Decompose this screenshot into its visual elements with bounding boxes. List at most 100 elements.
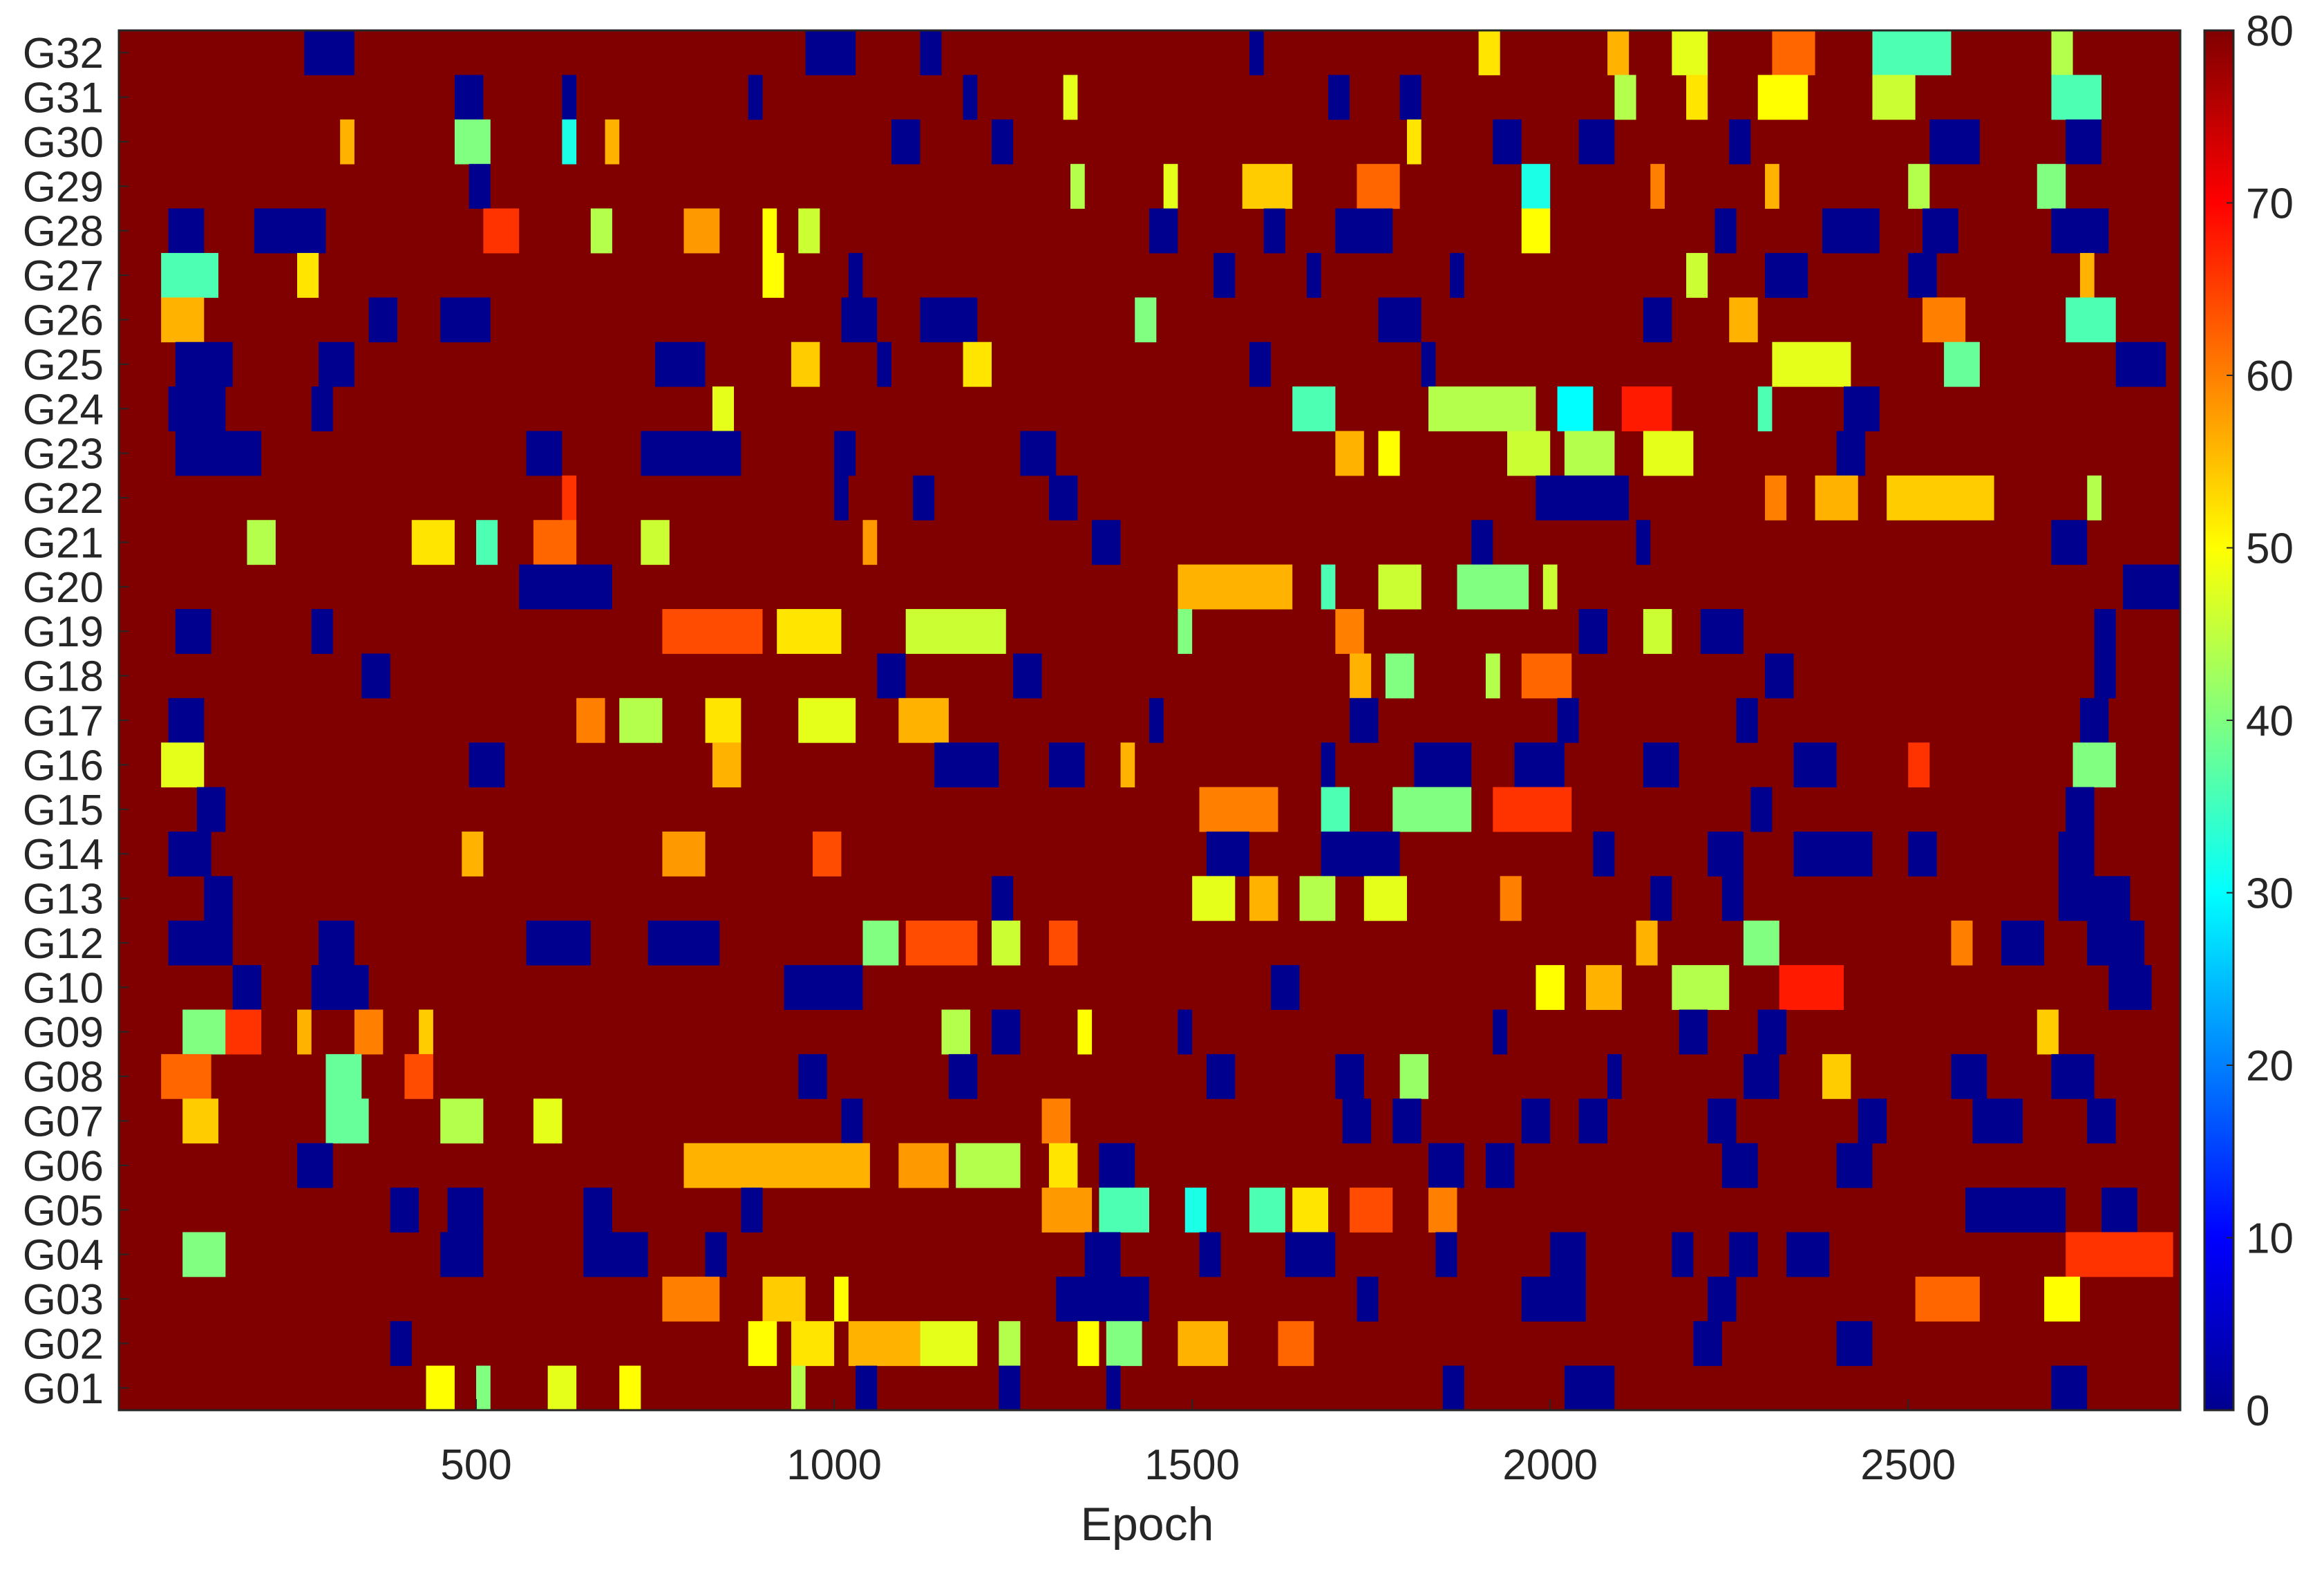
heatmap-cell bbox=[161, 1053, 211, 1099]
y-tick-label: G16 bbox=[23, 742, 104, 789]
heatmap-cell bbox=[1672, 965, 1730, 1011]
heatmap-cell bbox=[2037, 164, 2066, 209]
colorbar-tick-label: 80 bbox=[2246, 8, 2294, 55]
heatmap-cell bbox=[1951, 1053, 1987, 1099]
colorbar-tick-label: 70 bbox=[2246, 180, 2294, 228]
heatmap-cell bbox=[905, 920, 978, 966]
x-tick-label: 1000 bbox=[786, 1441, 882, 1489]
heatmap-cell bbox=[1643, 742, 1679, 788]
heatmap-cell bbox=[454, 119, 491, 165]
y-tick-label: G27 bbox=[23, 252, 104, 300]
heatmap-cell bbox=[655, 341, 706, 387]
heatmap-cell bbox=[1149, 208, 1178, 254]
heatmap-cell bbox=[1099, 1143, 1135, 1188]
heatmap-cell bbox=[948, 1053, 978, 1099]
heatmap-cell bbox=[762, 1276, 806, 1322]
heatmap-cell bbox=[999, 1365, 1021, 1411]
heatmap-cell bbox=[1392, 1098, 1421, 1144]
heatmap-cell bbox=[712, 742, 741, 788]
heatmap-cell bbox=[232, 965, 262, 1011]
heatmap-cell bbox=[447, 1188, 484, 1233]
heatmap-cell bbox=[798, 208, 820, 254]
y-tick-label: G01 bbox=[23, 1365, 104, 1413]
heatmap-cell bbox=[1757, 386, 1773, 431]
heatmap-cell bbox=[562, 475, 577, 521]
heatmap-cell bbox=[1099, 1188, 1149, 1233]
heatmap-cell bbox=[404, 1053, 433, 1099]
heatmap-cell bbox=[1163, 164, 1178, 209]
heatmap-cell bbox=[2094, 653, 2116, 699]
heatmap-cell bbox=[1793, 742, 1837, 788]
heatmap-cell bbox=[390, 1188, 419, 1233]
heatmap-cell bbox=[862, 520, 878, 565]
heatmap-cell bbox=[992, 876, 1014, 921]
heatmap-cell bbox=[1249, 30, 1264, 75]
heatmap-cell bbox=[1084, 1232, 1121, 1277]
heatmap-cell bbox=[319, 920, 355, 966]
heatmap-cell bbox=[1471, 520, 1493, 565]
heatmap-cell bbox=[798, 1053, 827, 1099]
heatmap-cell bbox=[1965, 1188, 2066, 1233]
heatmap-cell bbox=[161, 742, 205, 788]
heatmap-cell bbox=[1493, 1009, 1508, 1055]
heatmap-cell bbox=[519, 564, 612, 610]
y-tick-label: G09 bbox=[23, 1009, 104, 1057]
heatmap-cell bbox=[296, 252, 319, 298]
heatmap-cell bbox=[877, 341, 891, 387]
heatmap-cell bbox=[168, 208, 205, 254]
heatmap-cell bbox=[1350, 697, 1379, 743]
heatmap-cell bbox=[1192, 876, 1236, 921]
heatmap-cell bbox=[1521, 1098, 1551, 1144]
heatmap-cell bbox=[777, 609, 842, 654]
heatmap-cell bbox=[834, 431, 856, 476]
heatmap-cell bbox=[1249, 876, 1278, 921]
heatmap-cell bbox=[605, 119, 620, 165]
heatmap-cell bbox=[1178, 1009, 1193, 1055]
y-tick-label: G23 bbox=[23, 431, 104, 478]
heatmap-cell bbox=[526, 920, 591, 966]
heatmap-cell bbox=[1149, 697, 1164, 743]
heatmap-cell bbox=[390, 1321, 412, 1367]
heatmap-cell bbox=[311, 965, 369, 1011]
heatmap-cell bbox=[1321, 742, 1336, 788]
heatmap-cell bbox=[2123, 564, 2180, 610]
y-tick-label: G28 bbox=[23, 208, 104, 256]
heatmap-cell bbox=[361, 653, 390, 699]
heatmap-cell bbox=[1564, 431, 1615, 476]
heatmap-cell bbox=[2115, 341, 2166, 387]
heatmap-cell bbox=[1077, 1009, 1093, 1055]
heatmap-cell bbox=[1650, 876, 1672, 921]
heatmap-cell bbox=[182, 1098, 219, 1144]
heatmap-cell bbox=[1721, 1143, 1758, 1188]
heatmap-cell bbox=[662, 831, 706, 877]
heatmap-cell bbox=[1335, 208, 1393, 254]
y-tick-label: G19 bbox=[23, 608, 104, 656]
y-tick-label: G17 bbox=[23, 697, 104, 745]
heatmap-cell bbox=[1442, 1365, 1464, 1411]
heatmap-cell bbox=[1199, 787, 1278, 832]
heatmap-cell bbox=[340, 119, 355, 165]
heatmap-cell bbox=[1872, 75, 1916, 120]
heatmap-cell bbox=[1564, 1365, 1615, 1411]
heatmap-cell bbox=[311, 386, 333, 431]
heatmap-cell bbox=[1321, 564, 1336, 610]
heatmap-cell bbox=[848, 252, 863, 298]
heatmap-cell bbox=[784, 965, 863, 1011]
heatmap-cell bbox=[748, 75, 763, 120]
heatmap-cell bbox=[2051, 520, 2088, 565]
heatmap-cell bbox=[2058, 831, 2095, 877]
heatmap-cell bbox=[1321, 831, 1400, 877]
heatmap-cell bbox=[483, 208, 520, 254]
x-tick-labels: 500 1000 1500 2000 2500 bbox=[440, 1399, 1956, 1489]
heatmap-cell bbox=[999, 1321, 1021, 1367]
colorbar-tick-label: 60 bbox=[2246, 353, 2294, 400]
heatmap-cell bbox=[1306, 252, 1321, 298]
heatmap-cell bbox=[1844, 386, 1880, 431]
y-tick-label: G30 bbox=[23, 119, 104, 167]
heatmap-cell bbox=[1342, 1098, 1372, 1144]
heatmap-cell bbox=[583, 1188, 612, 1233]
heatmap-cell bbox=[1672, 1232, 1694, 1277]
heatmap-cell bbox=[1335, 431, 1364, 476]
heatmap-cell bbox=[856, 1365, 878, 1411]
heatmap-cell bbox=[1542, 564, 1558, 610]
